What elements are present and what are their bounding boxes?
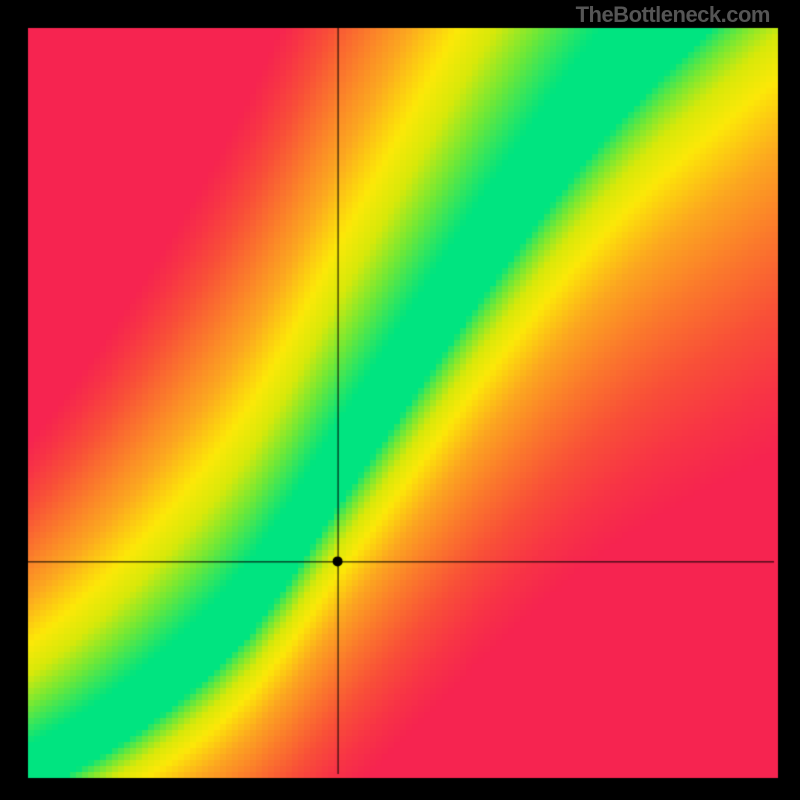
chart-container: TheBottleneck.com <box>0 0 800 800</box>
bottleneck-heatmap <box>0 0 800 800</box>
watermark-text: TheBottleneck.com <box>576 2 770 28</box>
